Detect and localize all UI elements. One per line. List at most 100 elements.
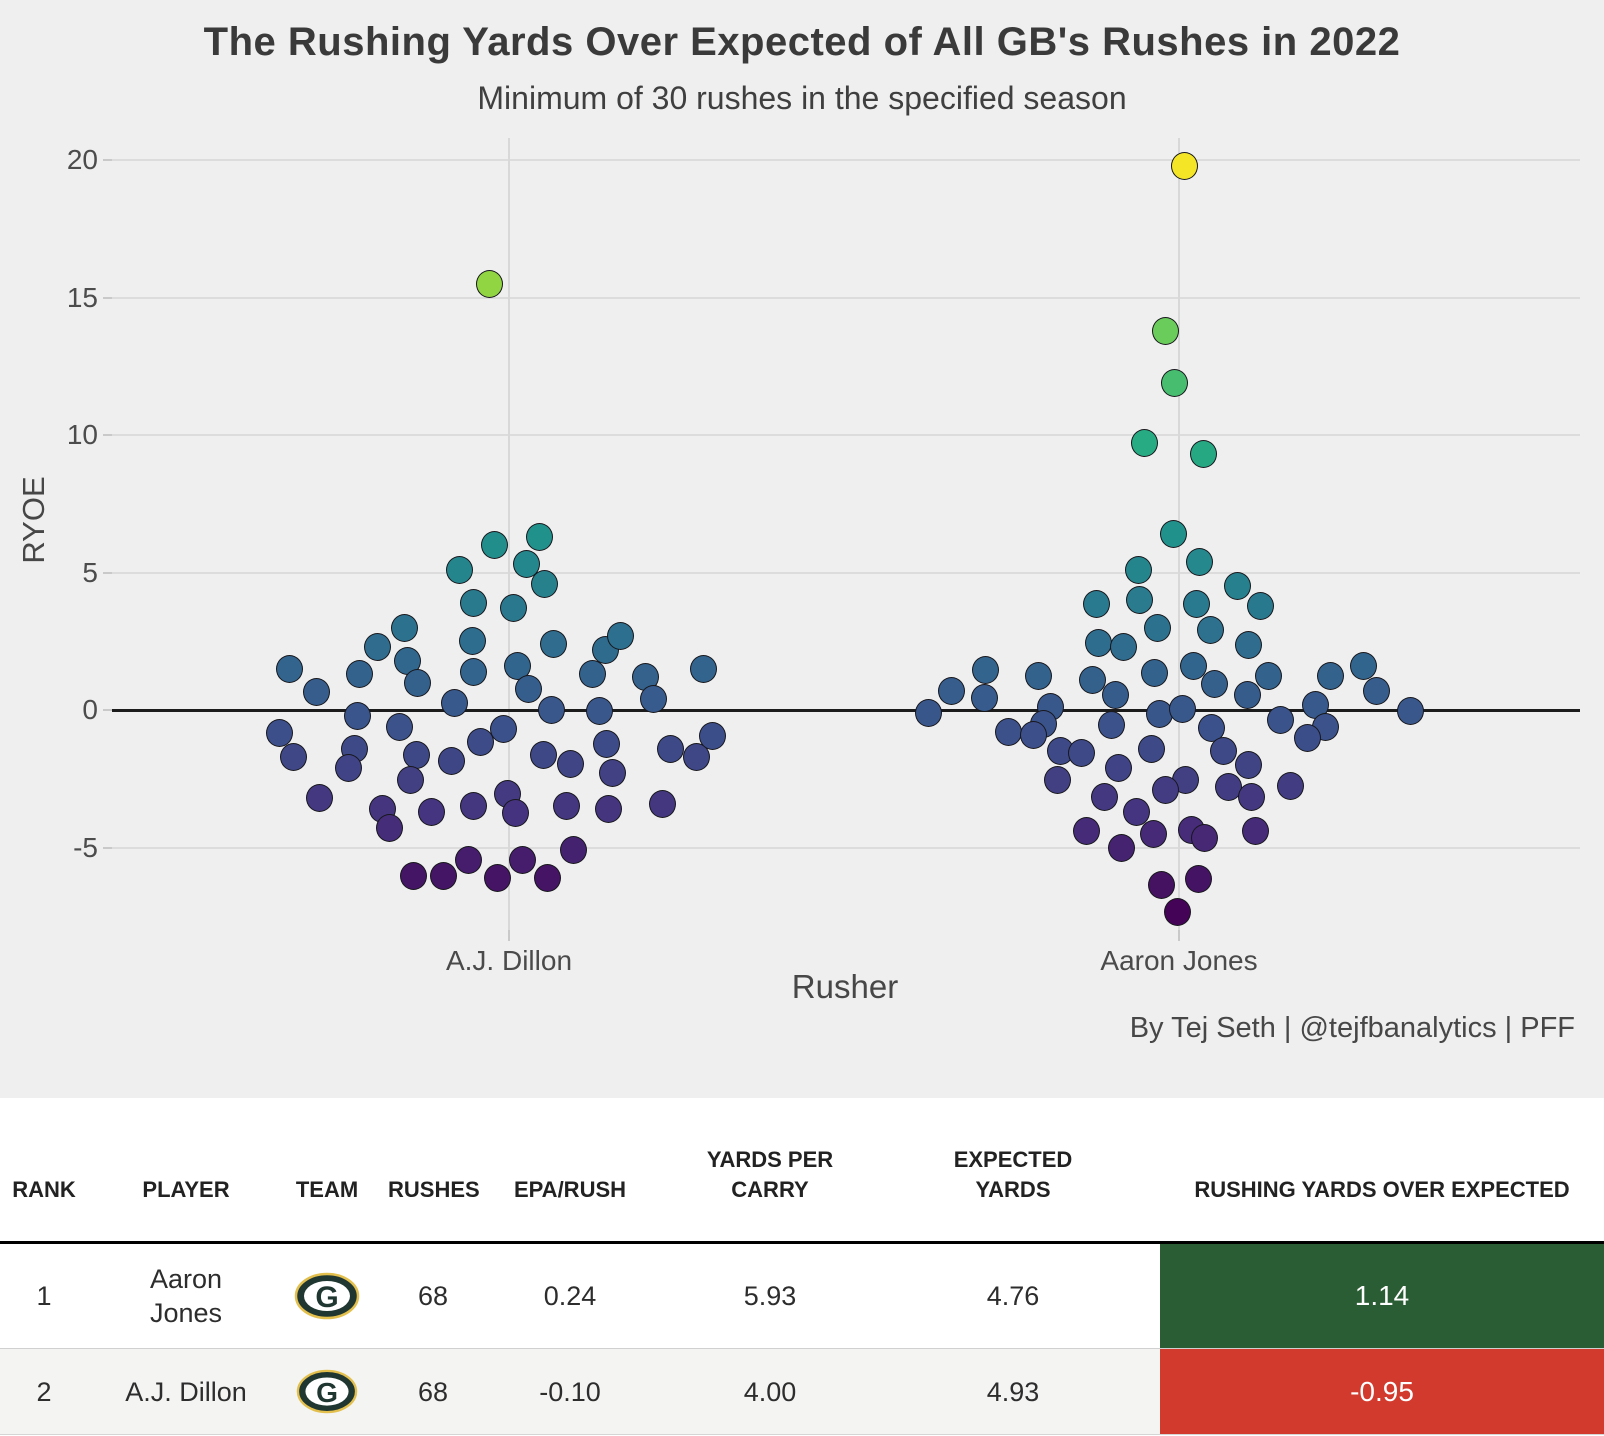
rushes-value: 68 [417,1376,449,1407]
data-point [501,799,529,828]
y-tick-mark [103,159,112,161]
data-point [265,719,293,748]
data-point [1196,616,1224,645]
data-point [1090,782,1118,811]
data-point [1082,590,1110,619]
data-point [552,792,580,821]
data-point [1179,652,1207,680]
data-point [1241,817,1269,845]
data-point [1349,652,1377,680]
data-point [275,654,303,683]
rank-value: 1 [36,1281,52,1311]
data-point [594,795,622,823]
data-point [1185,547,1213,576]
data-point [363,632,391,661]
data-point [466,727,494,756]
data-point [1125,586,1153,614]
data-point [396,766,424,795]
y-tick-label: -5 [73,831,98,863]
data-point [1109,632,1137,661]
data-point [429,862,457,891]
y-tick-label: 10 [66,419,98,450]
data-point [578,660,606,689]
rank-value: 2 [36,1376,52,1407]
data-point [698,722,726,751]
gridline-y-10 [112,434,1580,436]
zero-line [112,709,1580,712]
gridline-y-15 [112,296,1580,299]
data-point [1084,628,1112,657]
data-point [458,627,486,656]
data-point [475,269,503,298]
data-point [454,845,482,874]
header-yards-per-carry: YARDS PER CARRY [706,1147,834,1202]
ryoe-beeswarm-chart: The Rushing Yards Over Expected of All G… [0,0,1604,1098]
data-point [1159,520,1187,548]
data-point [1184,865,1212,894]
data-point [1097,711,1125,740]
data-point [533,863,561,892]
y-tick-mark [103,846,112,849]
data-point [656,734,684,763]
data-point [480,531,508,559]
x-tick-dillon [508,930,510,941]
data-point [302,678,330,707]
data-point [1182,590,1210,619]
y-axis-title: RYOE [16,476,51,564]
ryoe-value-cell: -0.95 [1160,1349,1604,1434]
y-tick-label: 0 [82,694,98,725]
data-point [1019,720,1047,749]
data-point [914,698,942,727]
y-tick-label: 15 [66,281,98,313]
header-rank: RANK [12,1177,76,1202]
stats-table: RANK PLAYER TEAM RUSHES EPA/RUSH YARDS P… [0,1098,1604,1436]
data-point [530,569,558,598]
table-row: 2 A.J. Dillon G 68 -0.10 4.00 4.93 -0.95 [0,1349,1604,1435]
data-point [1139,819,1167,848]
ryoe-value-cell: 1.14 [1160,1244,1604,1348]
gridline-y-5 [112,571,1580,574]
data-point [489,715,517,744]
data-point [1137,734,1165,763]
data-point [1147,870,1175,899]
data-point [1190,823,1218,852]
header-ryoe: RUSHING YARDS OVER EXPECTED [1194,1177,1570,1202]
data-point [1362,676,1390,705]
data-point [556,749,584,778]
data-point [1233,680,1261,709]
data-point [1234,631,1262,660]
data-point [1396,697,1424,726]
data-point [512,550,540,579]
x-tick-jones [1178,930,1180,941]
data-point [1246,591,1274,620]
team-cell: G [282,1244,372,1348]
data-point [1145,700,1173,729]
gridline-y-20 [112,159,1580,161]
data-point [279,742,307,771]
data-point [390,613,418,642]
data-point [399,862,427,891]
table-header-row: RANK PLAYER TEAM RUSHES EPA/RUSH YARDS P… [0,1098,1604,1244]
data-point [1072,817,1100,845]
data-point [1143,613,1171,642]
data-point [1124,555,1152,584]
header-team: TEAM [295,1177,359,1202]
data-point [1170,151,1198,180]
data-point [1293,723,1321,752]
data-point [1140,658,1168,687]
data-point [1046,737,1074,766]
team-cell: G [282,1349,372,1434]
data-point [437,746,465,775]
data-point [971,656,999,685]
data-point [1130,429,1158,458]
x-axis-title: Rusher [791,968,899,1005]
data-point [559,836,587,865]
data-point [1151,775,1179,804]
data-point [1266,705,1294,734]
data-point [417,797,445,826]
y-tick-label: 5 [82,556,98,588]
rushes-value: 68 [417,1281,449,1311]
data-point [1223,572,1251,601]
chart-subtitle: Minimum of 30 rushes in the specified se… [477,80,1127,116]
header-expected-yards: EXPECTED YARDS [953,1147,1073,1202]
